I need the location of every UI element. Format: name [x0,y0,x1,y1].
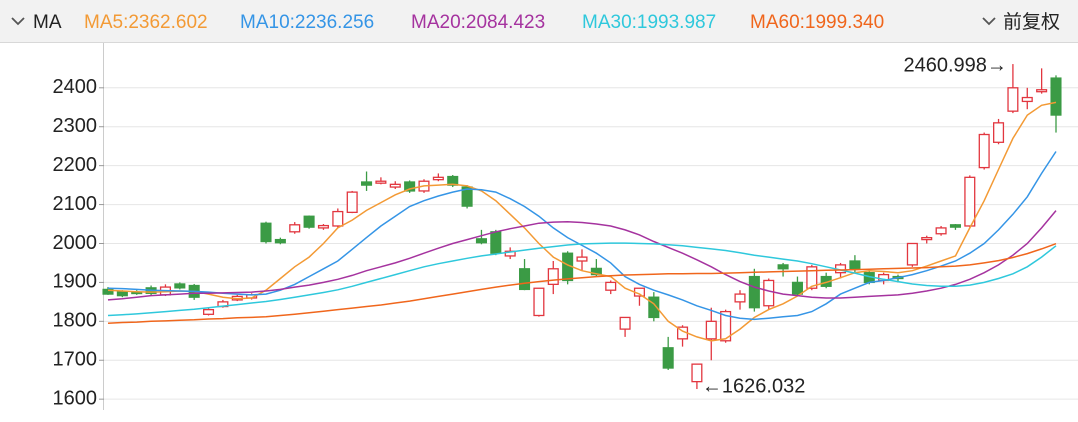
candle-body [1050,77,1062,116]
candle-body [447,175,459,186]
candle-body [791,281,803,295]
candle-body [806,266,818,289]
ma-line [107,242,1057,317]
legend-entry: MA5:2362.602 [84,12,208,33]
candle-body [906,242,918,266]
candle-body [935,227,947,235]
candle-body [375,180,387,184]
adjust-label[interactable]: 前复权 [1003,11,1060,33]
candle-body [705,320,717,340]
candle-body [203,308,215,315]
y-tick-label: 2300 [53,115,98,137]
candle-body [332,210,344,227]
candle-body [605,281,617,291]
candle-body [289,224,301,233]
candle-body [648,296,660,319]
candle-body [346,191,358,214]
candle-body [1036,89,1048,93]
candle-body [361,181,373,186]
chevron[interactable] [11,17,25,26]
candle-body [720,310,732,342]
candle-body [993,122,1005,143]
candle-body [432,176,444,181]
candle-body [590,267,602,276]
candle-body [978,133,990,169]
indicator-label[interactable]: MA [33,12,62,33]
header-bar [0,0,1078,42]
candle-body [619,316,631,330]
candle-body [662,347,674,369]
candle-body [102,288,114,295]
y-tick-label: 1800 [53,310,98,332]
ma-line [107,210,1057,301]
y-tick-label: 1600 [53,387,98,409]
candle-body [763,279,775,307]
min-annotation: ←1626.032 [702,375,805,397]
candle-body [964,176,976,227]
candle-body [174,283,186,289]
legend-entry: MA10:2236.256 [240,12,374,33]
y-tick-label: 2400 [53,76,98,98]
y-tick-label: 1900 [53,271,98,293]
candle-body [734,293,746,303]
candle-body [317,224,329,229]
candle-body [849,260,861,270]
candle-body [777,264,789,270]
candle-body [131,291,143,295]
candle-body [116,291,128,297]
max-annotation: 2460.998→ [903,54,1006,76]
candle-body [748,275,760,309]
candle-body [461,186,473,207]
y-tick-label: 2000 [53,232,98,254]
ma-line [107,101,1057,342]
candle-body [490,231,502,254]
candle-body [547,268,559,286]
candle-body [404,181,416,192]
legend-entry: MA20:2084.423 [411,12,545,33]
y-tick-label: 1700 [53,349,98,371]
candle-body [576,256,588,262]
y-tick-label: 2100 [53,193,98,215]
candle-body [519,268,531,291]
candle-body [389,183,401,188]
legend-entry: MA30:1993.987 [582,12,716,33]
candle-body [921,236,933,241]
candle-body [949,224,961,228]
legend-entry: MA60:1999.340 [750,12,884,33]
candle-body [1007,87,1019,112]
candle-body [260,222,272,243]
candle-body [1021,96,1033,103]
ma-line [107,242,1057,325]
y-tick-label: 2200 [53,154,98,176]
candle-body [691,363,703,383]
candle-body [303,215,315,228]
candle-body [274,238,286,244]
ma-line [107,151,1057,321]
chevron[interactable] [982,17,996,26]
candle-body [533,287,545,317]
candle-body [475,238,487,244]
